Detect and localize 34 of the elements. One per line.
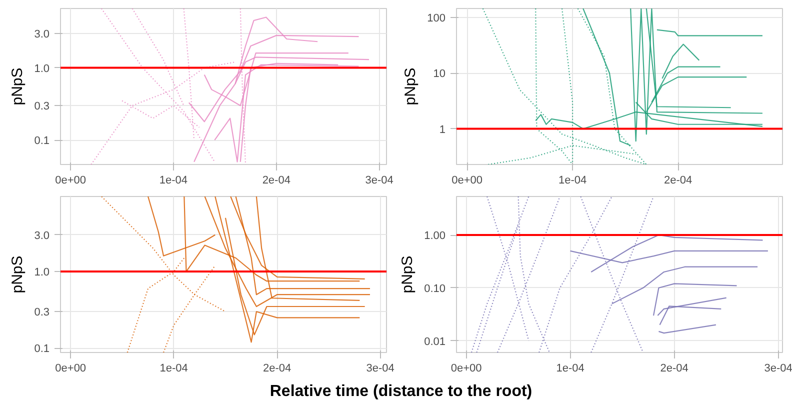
y-tick-label: 0.3 xyxy=(34,306,50,319)
y-tick-label: 3.0 xyxy=(34,28,50,40)
y-axis-title: pNpS xyxy=(9,68,26,106)
y-tick-label: 0.01 xyxy=(424,336,446,348)
x-tick-label: 3e-04 xyxy=(366,362,394,374)
y-axis-title: pNpS xyxy=(399,256,416,294)
x-tick-label: 0e+00 xyxy=(55,174,86,186)
y-tick-label: 0.1 xyxy=(34,343,50,356)
y-tick-label: 0.10 xyxy=(424,282,446,295)
x-tick-label: 1e-04 xyxy=(556,362,584,374)
y-tick-label: 1 xyxy=(439,124,446,136)
x-tick-label: 0e+00 xyxy=(450,362,482,374)
y-tick-label: 0.1 xyxy=(34,135,50,148)
x-tick-label: 2e-04 xyxy=(263,362,292,374)
x-tick-label: 0e+00 xyxy=(452,174,483,186)
x-tick-label: 2e-04 xyxy=(262,174,290,186)
x-tick-label: 2e-04 xyxy=(660,362,688,374)
y-tick-label: 1.0 xyxy=(34,266,50,279)
x-tick-label: 3e-04 xyxy=(764,362,792,374)
y-axis-title: pNpS xyxy=(9,256,26,294)
x-tick-label: 3e-04 xyxy=(365,174,394,186)
x-tick-label: 2e-04 xyxy=(664,174,692,186)
y-tick-label: 1.00 xyxy=(424,230,446,242)
x-tick-label: 1e-04 xyxy=(159,174,188,186)
x-tick-label: 1e-04 xyxy=(160,362,188,374)
y-tick-label: 3.0 xyxy=(34,230,50,242)
x-axis-title: Relative time (distance to the root) xyxy=(268,382,534,402)
y-tick-label: 0.3 xyxy=(34,100,50,113)
y-axis-title: pNpS xyxy=(402,68,420,106)
y-tick-label: 100 xyxy=(427,12,446,24)
x-tick-label: 1e-04 xyxy=(558,174,587,186)
y-tick-label: 1.0 xyxy=(34,62,50,75)
y-tick-label: 10 xyxy=(433,68,446,80)
x-tick-label: 0e+00 xyxy=(55,362,86,374)
